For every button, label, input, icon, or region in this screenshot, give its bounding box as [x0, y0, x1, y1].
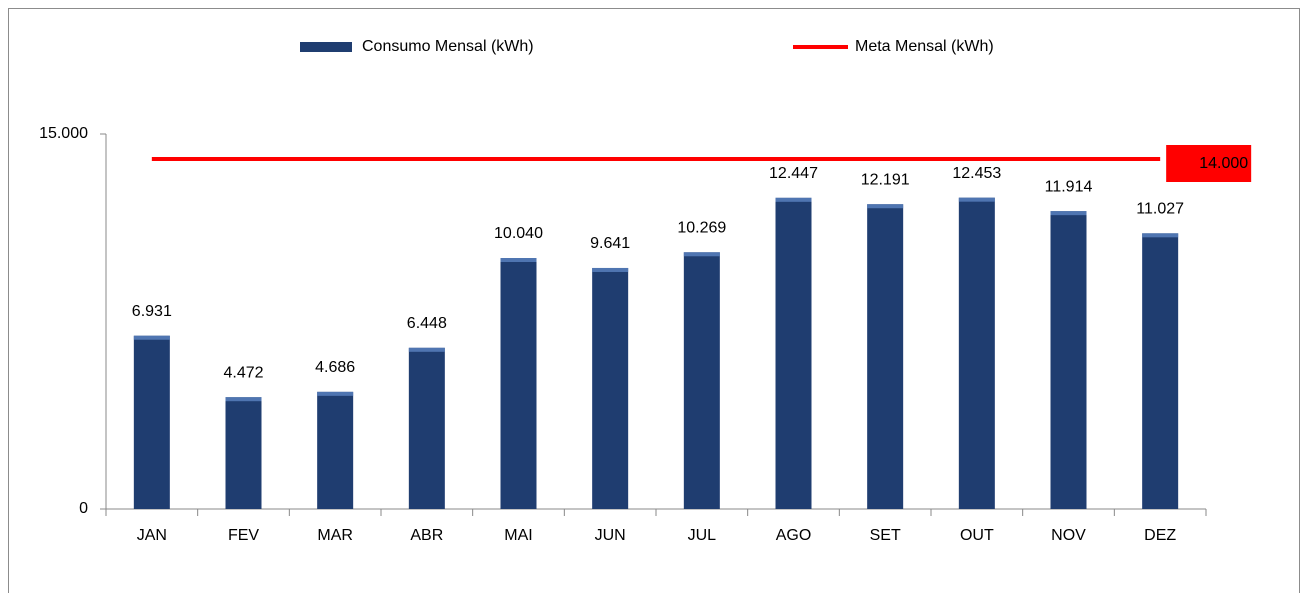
x-tick-label: SET — [870, 527, 901, 544]
x-tick-label: OUT — [960, 527, 994, 544]
bar-highlight — [867, 204, 904, 209]
data-label: 12.447 — [769, 165, 818, 182]
x-tick-label: FEV — [228, 527, 259, 544]
data-label: 9.641 — [590, 235, 630, 252]
legend-swatch — [300, 42, 352, 52]
bar — [1050, 211, 1087, 509]
bar — [408, 347, 445, 509]
x-tick-label: JUL — [688, 527, 717, 544]
x-tick-label: MAI — [504, 527, 532, 544]
data-label: 12.453 — [952, 165, 1001, 182]
bar-highlight — [225, 397, 262, 402]
bar — [775, 197, 812, 509]
data-label-box — [1166, 145, 1252, 182]
data-label: 10.269 — [677, 219, 726, 236]
x-tick-label: MAR — [317, 527, 353, 544]
x-tick-label: JAN — [137, 527, 167, 544]
bar — [500, 258, 537, 509]
y-tick-label: 15.000 — [39, 125, 88, 142]
bar — [317, 391, 354, 509]
bar-highlight — [1142, 233, 1179, 238]
bar-highlight — [958, 197, 995, 202]
data-label: 4.686 — [315, 359, 355, 376]
data-label: 6.931 — [132, 303, 172, 320]
bar-highlight — [500, 258, 537, 262]
legend-label: Consumo Mensal (kWh) — [362, 38, 534, 55]
x-tick-label: ABR — [410, 527, 443, 544]
bar-highlight — [317, 391, 354, 396]
legend-label: Meta Mensal (kWh) — [855, 38, 994, 55]
bar-highlight — [1050, 211, 1087, 216]
data-label: 6.448 — [407, 315, 447, 332]
bar-highlight — [408, 347, 445, 352]
data-label: 11.027 — [1136, 201, 1184, 218]
x-tick-label: JUN — [595, 527, 626, 544]
x-tick-label: NOV — [1051, 527, 1086, 544]
data-label: 14.000 — [1199, 155, 1248, 172]
bar — [867, 204, 904, 509]
y-tick-label: 0 — [79, 500, 88, 517]
bar — [133, 335, 170, 509]
bar — [225, 397, 262, 509]
bar — [1142, 233, 1179, 509]
data-label: 12.191 — [861, 171, 910, 188]
chart-frame — [8, 8, 1300, 593]
data-label: 11.914 — [1045, 178, 1093, 195]
bar — [958, 197, 995, 510]
x-tick-label: AGO — [776, 527, 812, 544]
data-label: 10.040 — [494, 225, 543, 242]
x-tick-label: DEZ — [1144, 527, 1176, 544]
bar-highlight — [683, 252, 720, 257]
data-label: 4.472 — [223, 364, 263, 381]
bar-highlight — [133, 335, 170, 340]
bar-highlight — [775, 197, 812, 202]
bar — [683, 252, 720, 509]
bar — [592, 267, 629, 509]
bar-highlight — [592, 267, 629, 272]
